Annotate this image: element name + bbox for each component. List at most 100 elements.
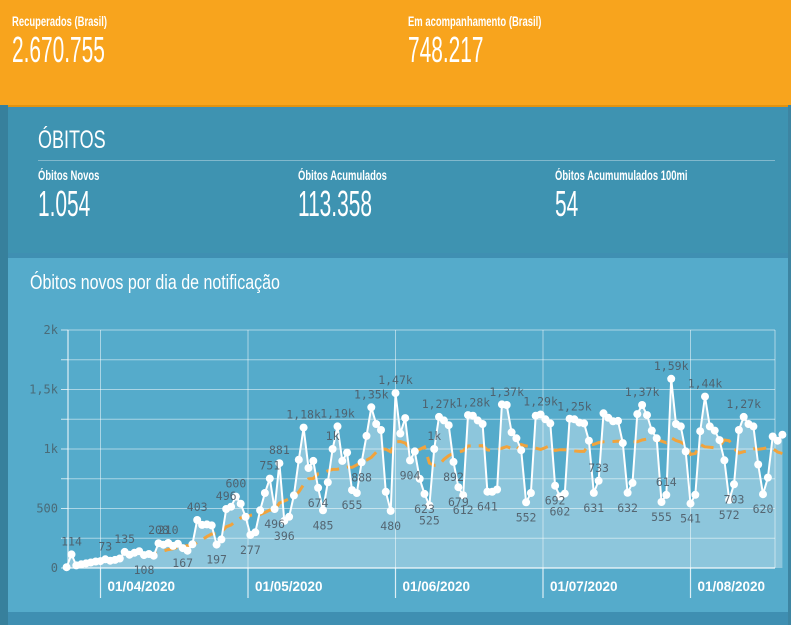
data-point-marker: [638, 401, 647, 409]
data-point-marker: [696, 427, 705, 436]
data-point-marker: [551, 481, 560, 490]
stat-obitos-novos-label: Óbitos Novos: [38, 168, 100, 183]
data-point-marker: [420, 489, 429, 498]
data-point-marker: [115, 554, 124, 563]
x-axis-labels: 01/04/2020 01/05/2020 01/06/2020 01/07/2020…: [99, 568, 766, 598]
data-point-label: 277: [240, 543, 261, 557]
data-point-label: 1,59k: [654, 359, 689, 373]
data-point-marker: [430, 445, 439, 453]
obitos-card-title: ÓBITOS: [38, 126, 106, 154]
data-point-marker: [730, 480, 738, 489]
data-point-label: 552: [516, 510, 537, 524]
data-point-marker: [594, 476, 603, 485]
point-labels: 114 7313510820821016740319749660027775149…: [61, 359, 773, 577]
data-point-marker: [773, 436, 782, 445]
data-point-label: 881: [269, 443, 290, 457]
data-point-label: 679: [448, 495, 469, 509]
data-point-marker: [333, 422, 342, 431]
data-point-marker: [285, 512, 294, 521]
data-point-label: 1,37k: [489, 385, 524, 399]
data-point-marker: [401, 414, 410, 423]
data-point-marker: [710, 426, 719, 435]
data-point-label: 631: [583, 501, 604, 515]
data-point-marker: [512, 434, 521, 443]
data-point-marker: [502, 401, 511, 409]
data-point-marker: [493, 485, 502, 494]
data-point-marker: [415, 474, 424, 483]
data-point-label: 600: [226, 477, 247, 491]
data-point-marker: [328, 445, 337, 453]
data-point-label: 114: [61, 534, 82, 548]
data-point-marker: [560, 489, 569, 498]
data-point-marker: [715, 436, 724, 445]
data-point-label: 403: [187, 500, 208, 514]
data-point-marker: [701, 392, 709, 401]
data-point-label: 210: [158, 523, 179, 537]
data-point-label: 1k: [427, 429, 441, 443]
y-axis-tick-label: 1k: [44, 442, 59, 456]
data-point-marker: [657, 498, 666, 506]
data-point-label: 602: [550, 504, 571, 518]
y-axis-tick-label: 2k: [44, 323, 59, 337]
stat-obitos-100mi: Óbitos Acumumulados 100mi 54: [555, 168, 744, 223]
data-point-marker: [338, 456, 347, 465]
data-point-marker: [386, 506, 395, 515]
x-axis-tick-label: 01/07/2020: [550, 579, 618, 594]
data-point-label: 1,19k: [320, 406, 355, 420]
data-point-label: 703: [724, 492, 745, 506]
x-axis-tick-label: 01/04/2020: [108, 579, 176, 594]
y-axis-labels: 0 500 1k 1,5k 2k: [29, 323, 59, 575]
data-point-marker: [319, 506, 327, 515]
data-point-label: 641: [477, 500, 498, 514]
stat-obitos-acumulados-label: Óbitos Acumulados: [298, 168, 387, 183]
data-point-marker: [739, 412, 748, 421]
summary-banner: Recuperados (Brasil) 2.670.755 Em acompa…: [0, 0, 791, 107]
data-point-marker: [217, 535, 226, 544]
data-point-marker: [275, 459, 284, 468]
data-point-marker: [391, 389, 400, 398]
data-point-label: 1,18k: [286, 408, 321, 422]
data-point-marker: [633, 410, 642, 419]
data-point-marker: [212, 540, 221, 549]
data-point-marker: [763, 473, 772, 482]
data-point-marker: [396, 429, 405, 438]
data-point-marker: [343, 448, 352, 457]
data-point-label: 485: [313, 518, 334, 532]
data-point-marker: [304, 464, 313, 472]
data-point-marker: [357, 458, 366, 467]
data-point-marker: [193, 516, 202, 524]
data-point-marker: [526, 489, 535, 497]
data-point-label: 1,27k: [422, 397, 457, 411]
stat-acompanhamento-label: Em acompanhamento (Brasil): [407, 14, 541, 29]
data-point-label: 167: [172, 556, 193, 570]
data-point-label: 632: [617, 501, 638, 515]
data-point-label: 555: [651, 510, 672, 524]
data-point-marker: [314, 483, 323, 492]
data-point-marker: [522, 498, 531, 507]
data-point-marker: [367, 403, 376, 412]
data-point-marker: [454, 483, 463, 492]
data-point-label: 612: [453, 503, 474, 517]
data-point-marker: [643, 411, 651, 420]
data-point-marker: [62, 563, 71, 572]
chart-title: Óbitos novos por dia de notificação: [30, 272, 280, 294]
data-point-marker: [478, 420, 487, 428]
data-point-marker: [352, 489, 361, 497]
data-point-marker: [183, 546, 192, 555]
data-point-marker: [614, 416, 622, 425]
data-point-label: 496: [264, 517, 285, 531]
data-point-label: 888: [351, 470, 372, 484]
obitos-card: ÓBITOS Óbitos Novos 1.054 Óbitos Acumula…: [8, 110, 791, 253]
data-point-label: 1,37k: [625, 385, 660, 399]
data-point-label: 1,29k: [523, 395, 558, 409]
data-point-marker: [236, 499, 245, 508]
x-axis-tick-label: 01/08/2020: [698, 579, 766, 594]
data-point-marker: [589, 488, 598, 497]
obitos-novos-chart[interactable]: 0 500 1k 1,5k 2k 01/04/2020 01/05/2020 01/06/20…: [8, 258, 791, 612]
data-point-marker: [294, 455, 303, 464]
data-point-marker: [260, 489, 269, 497]
data-point-label: 674: [308, 496, 329, 510]
data-point-marker: [580, 419, 589, 428]
data-point-marker: [444, 421, 453, 430]
